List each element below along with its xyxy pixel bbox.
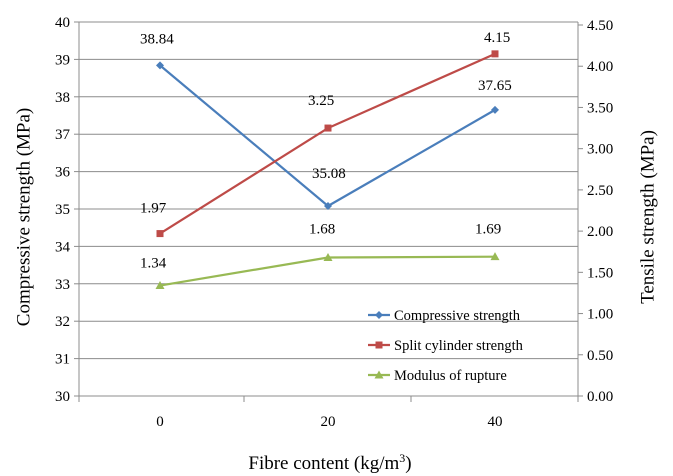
x-axis-ticks: 0 20 40 <box>78 396 579 430</box>
left-tick-label: 33 <box>55 277 70 293</box>
right-tick-label: 0.50 <box>587 348 613 364</box>
right-tick-label: 2.00 <box>587 224 613 240</box>
data-label: 1.97 <box>140 201 167 217</box>
legend: Compressive strength Split cylinder stren… <box>368 308 524 384</box>
left-tick-label: 36 <box>55 165 71 181</box>
data-point <box>375 311 383 319</box>
series-compressive-strength <box>156 61 499 211</box>
data-point <box>156 230 164 238</box>
data-point <box>490 252 500 261</box>
data-point <box>323 252 333 261</box>
left-tick-label: 31 <box>55 352 70 368</box>
right-axis-ticks: 0.00 0.50 1.00 1.50 2.00 2.50 3.00 3.50 4.00 4.50 <box>578 18 613 405</box>
legend-item: Modulus of rupture <box>368 368 507 384</box>
x-axis-title-tail: ) <box>405 453 411 474</box>
left-tick-label: 35 <box>55 202 70 218</box>
left-tick-label: 30 <box>55 389 70 405</box>
legend-item: Split cylinder strength <box>368 338 524 354</box>
data-point <box>155 281 165 290</box>
right-tick-label: 3.50 <box>587 100 613 116</box>
data-point <box>491 105 499 114</box>
series-modulus-of-rupture <box>155 252 500 290</box>
left-tick-label: 34 <box>55 239 71 255</box>
left-tick-label: 40 <box>55 15 70 31</box>
right-tick-label: 4.00 <box>587 59 613 75</box>
data-label: 1.34 <box>140 256 167 272</box>
data-point <box>491 50 499 58</box>
series-split-cylinder-strength <box>156 50 499 238</box>
data-point <box>324 202 332 211</box>
data-label: 38.84 <box>140 31 174 47</box>
data-label: 3.25 <box>308 93 334 109</box>
legend-item: Compressive strength <box>368 308 521 324</box>
right-tick-label: 1.00 <box>587 307 613 323</box>
data-point <box>375 341 383 349</box>
y-axis-title-right: Tensile strength (MPa) <box>637 130 658 304</box>
left-axis-ticks: 30 31 32 33 34 35 36 37 38 39 40 <box>55 15 79 405</box>
data-label: 1.68 <box>309 221 335 237</box>
y-axis-title-left: Compressive strength (MPa) <box>13 108 34 326</box>
right-tick-label: 4.50 <box>587 18 613 34</box>
data-point <box>156 61 164 70</box>
x-tick-label: 40 <box>488 414 503 430</box>
x-axis-title: Fibre content (kg/m3) <box>248 451 411 474</box>
left-tick-label: 32 <box>55 314 70 330</box>
data-label: 4.15 <box>484 30 510 46</box>
data-label: 37.65 <box>478 78 512 94</box>
data-labels: 38.84 35.08 37.65 1.97 3.25 4.15 1.34 1.68 1.69 <box>140 30 512 272</box>
data-point <box>324 124 332 132</box>
x-axis-title-sup: 3 <box>399 451 405 465</box>
left-tick-label: 39 <box>55 52 70 68</box>
x-axis-title-main: Fibre content (kg/m <box>248 453 399 474</box>
series-group <box>155 50 500 290</box>
right-tick-label: 0.00 <box>587 389 613 405</box>
right-tick-label: 1.50 <box>587 265 613 281</box>
data-label: 35.08 <box>312 166 346 182</box>
left-tick-label: 37 <box>55 127 71 143</box>
legend-label: Compressive strength <box>394 308 521 324</box>
right-tick-label: 3.00 <box>587 142 613 158</box>
x-tick-label: 0 <box>156 414 164 430</box>
left-tick-label: 38 <box>55 90 70 106</box>
x-tick-label: 20 <box>321 414 336 430</box>
right-tick-label: 2.50 <box>587 183 613 199</box>
legend-label: Split cylinder strength <box>394 338 524 354</box>
data-label: 1.69 <box>475 222 501 238</box>
legend-label: Modulus of rupture <box>394 368 507 384</box>
data-point <box>374 370 384 379</box>
